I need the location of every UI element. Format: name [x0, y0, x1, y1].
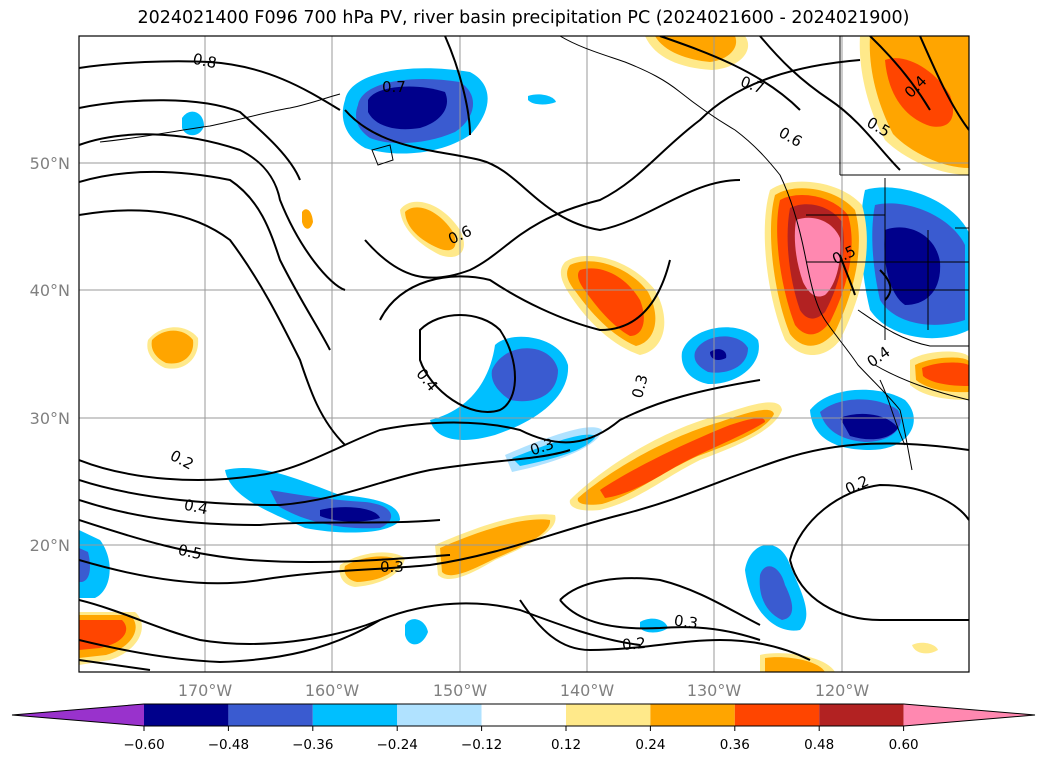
colorbar-tick-label: −0.12 — [461, 737, 502, 753]
colorbar-tick-label: 0.24 — [635, 737, 665, 753]
colorbar-tick-label: −0.36 — [292, 737, 333, 753]
contour-label: 0.2 — [621, 634, 646, 654]
colorbar-segment — [650, 704, 735, 726]
colorbar-segment — [566, 704, 651, 726]
pos-anomaly-core-pink — [794, 217, 841, 297]
lat-tick-label: 40°N — [30, 281, 70, 300]
neg-anomaly-small-b — [528, 94, 556, 105]
contour-label: 0.5 — [176, 541, 203, 564]
colorbar-segment — [144, 704, 229, 726]
map-frame — [78, 35, 970, 673]
colorbar-tick-label: −0.60 — [123, 737, 164, 753]
contour-label: 0.3 — [628, 372, 652, 400]
colorbar-tick-label: −0.24 — [377, 737, 418, 753]
colorbar-extend-left — [12, 704, 144, 726]
lat-tick-label: 20°N — [30, 536, 70, 555]
lat-axis: 50°N 40°N 30°N 20°N — [30, 154, 70, 555]
colorbar-segment — [481, 704, 566, 726]
contour-label: 0.3 — [673, 611, 699, 632]
pv-contours — [79, 36, 969, 671]
contour-label: 0.3 — [380, 558, 404, 576]
colorbar-tick-label: 0.60 — [889, 737, 919, 753]
colorbar-tick-label: 0.12 — [551, 737, 581, 753]
contour-label: 0.4 — [182, 496, 209, 519]
map-plot-area: 0.8 0.7 0.7 0.6 0.6 0.5 0.4 0.5 0.4 0.4 … — [79, 36, 969, 672]
lon-tick-label: 130°W — [687, 681, 742, 700]
lon-axis: 170°W 160°W 150°W 140°W 130°W 120°W — [178, 681, 870, 700]
colorbar-segment — [228, 704, 313, 726]
colorbar-extend-right — [903, 704, 1035, 726]
colorbar: −0.60 −0.48 −0.36 −0.24 −0.12 0.12 0.24 … — [11, 703, 1036, 753]
lon-tick-label: 120°W — [815, 681, 870, 700]
colorbar-tick-label: 0.36 — [720, 737, 750, 753]
colorbar-ticks — [143, 726, 905, 731]
lon-tick-label: 150°W — [433, 681, 488, 700]
map-title: 2024021400 F096 700 hPa PV, river basin … — [137, 8, 910, 28]
lon-tick-label: 160°W — [305, 681, 360, 700]
contour-label: 0.7 — [382, 78, 406, 96]
neg-anomaly-small-c — [405, 619, 428, 645]
map-gridlines — [79, 36, 969, 672]
colorbar-segment — [312, 704, 398, 726]
colorbar-segment — [734, 704, 820, 726]
lon-tick-label: 140°W — [560, 681, 615, 700]
colorbar-segment — [819, 704, 904, 726]
lat-tick-label: 50°N — [30, 154, 70, 173]
lat-tick-label: 30°N — [30, 409, 70, 428]
colorbar-tick-label: 0.48 — [804, 737, 834, 753]
colorbar-tick-label: −0.48 — [208, 737, 249, 753]
colorbar-segment — [397, 704, 482, 726]
contour-label: 0.8 — [191, 50, 218, 73]
lon-tick-label: 170°W — [178, 681, 233, 700]
